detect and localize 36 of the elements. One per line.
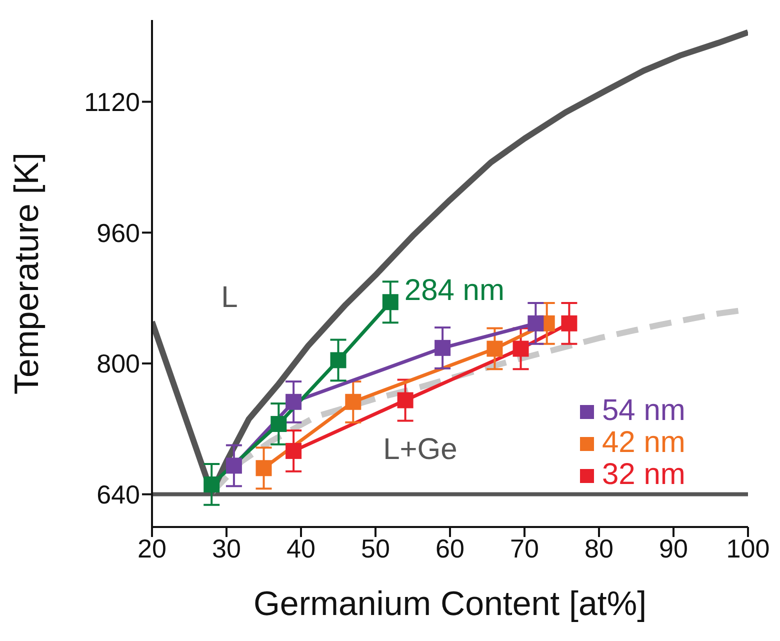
point bbox=[256, 460, 272, 476]
legend-label: 42 nm bbox=[602, 426, 686, 459]
point bbox=[486, 340, 503, 357]
y-tick-label: 640 bbox=[96, 480, 140, 510]
x-tick-label: 50 bbox=[361, 533, 390, 564]
point bbox=[270, 416, 287, 432]
point bbox=[286, 394, 302, 410]
point bbox=[330, 352, 346, 368]
point bbox=[561, 315, 578, 332]
x-tick-label: 30 bbox=[212, 533, 241, 564]
annotation: L+Ge bbox=[383, 432, 458, 466]
x-tick-label: 40 bbox=[286, 533, 316, 564]
annotation: L bbox=[221, 280, 238, 314]
point bbox=[382, 294, 398, 310]
x-tick-label: 80 bbox=[584, 533, 614, 564]
point bbox=[345, 394, 362, 410]
y-tick-label: 960 bbox=[96, 218, 140, 248]
x-tick-label: 70 bbox=[510, 533, 539, 564]
point bbox=[397, 392, 414, 408]
point bbox=[512, 340, 529, 357]
point bbox=[226, 458, 242, 474]
x-tick-label: 100 bbox=[726, 533, 770, 564]
y-axis-title: Temperature [K] bbox=[8, 152, 46, 394]
point bbox=[528, 315, 544, 332]
point bbox=[286, 442, 302, 459]
x-tick-label: 20 bbox=[138, 533, 166, 564]
point bbox=[434, 340, 451, 356]
legend-label: 54 nm bbox=[602, 394, 686, 427]
legend-label: 32 nm bbox=[602, 458, 686, 491]
y-tick-label: 800 bbox=[96, 348, 140, 379]
y-tick-label: 1120 bbox=[84, 87, 140, 118]
series-label: 284 nm bbox=[404, 274, 504, 308]
x-axis-title: Germanium Content [at%] bbox=[253, 585, 647, 623]
x-tick-label: 90 bbox=[659, 533, 688, 564]
x-tick-label: 60 bbox=[436, 533, 464, 564]
point bbox=[204, 476, 220, 492]
